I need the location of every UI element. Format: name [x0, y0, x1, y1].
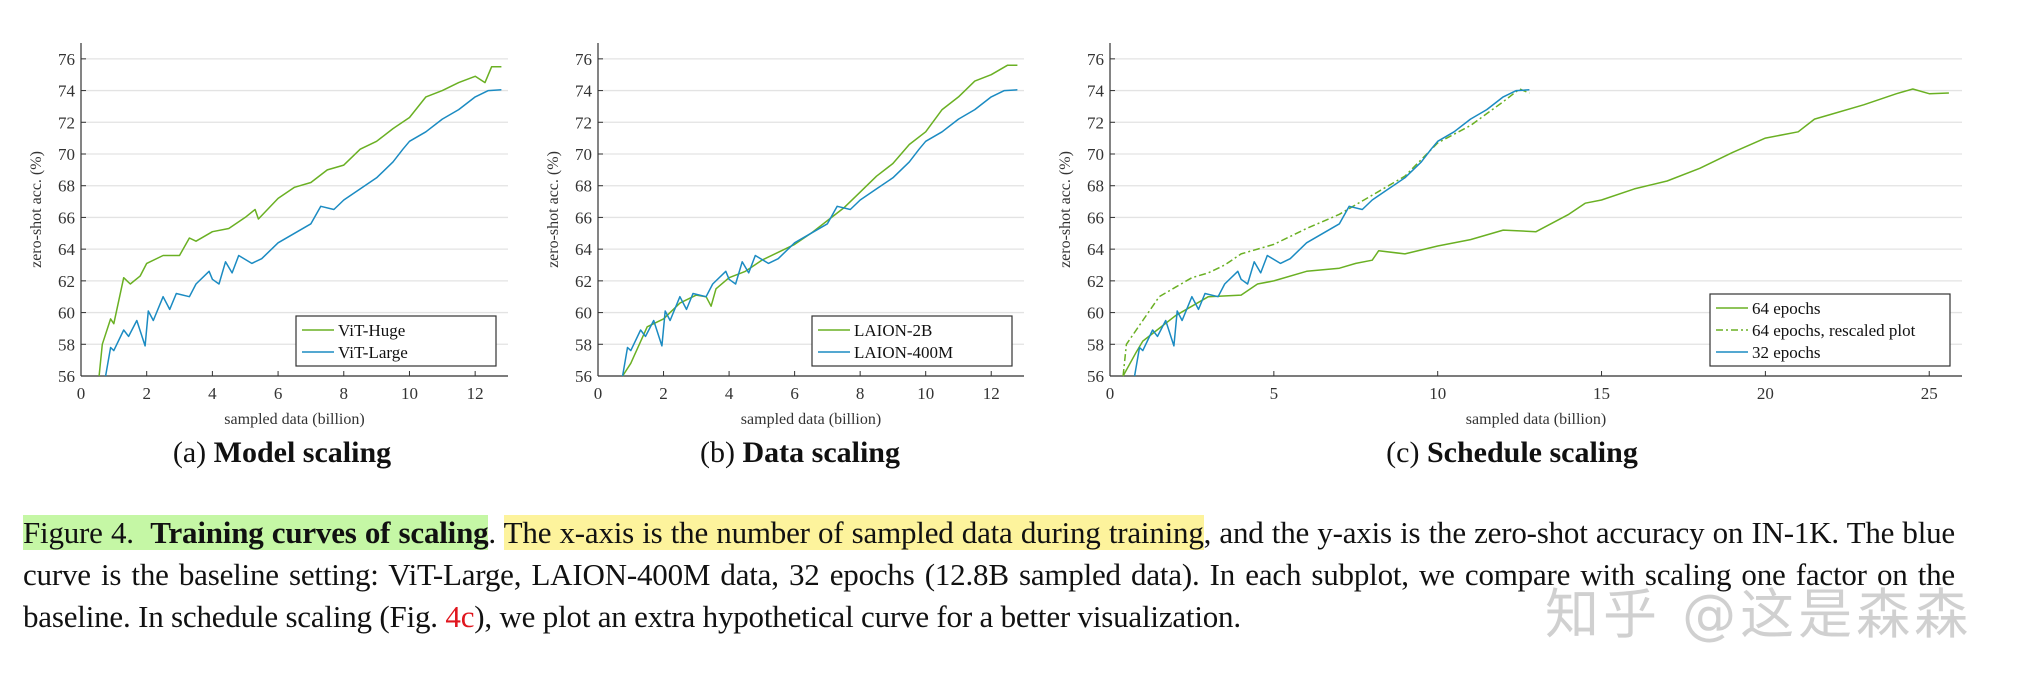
x-tick-label: 10: [917, 384, 934, 403]
y-tick-label: 64: [58, 240, 76, 259]
caption-highlight: The x-axis is the number of sampled data…: [503, 515, 1204, 550]
legend-label: 32 epochs: [1752, 343, 1820, 362]
y-tick-label: 72: [575, 113, 592, 132]
x-tick-label: 0: [77, 384, 86, 403]
x-tick-label: 10: [401, 384, 418, 403]
y-tick-label: 62: [1087, 272, 1104, 291]
x-tick-label: 8: [856, 384, 865, 403]
y-tick-label: 60: [1087, 304, 1104, 323]
x-tick-label: 0: [1106, 384, 1115, 403]
caption-title-highlight: Figure 4. Training curves of scaling: [23, 515, 489, 550]
series-line-64-epochs-rescaled-plot: [1122, 88, 1530, 377]
y-tick-label: 76: [58, 50, 75, 69]
y-tick-label: 60: [58, 304, 75, 323]
y-tick-label: 64: [575, 240, 593, 259]
figure-caption: Figure 4. Training curves of scaling. Th…: [23, 515, 1955, 634]
y-tick-label: 66: [58, 208, 75, 227]
x-tick-label: 15: [1593, 384, 1610, 403]
y-tick-label: 70: [58, 145, 75, 164]
x-tick-label: 10: [1429, 384, 1446, 403]
y-axis-label: zero-shot acc. (%): [1057, 151, 1074, 268]
y-tick-label: 58: [58, 335, 75, 354]
x-tick-label: 2: [142, 384, 151, 403]
y-tick-label: 66: [575, 208, 592, 227]
y-tick-label: 58: [1087, 335, 1104, 354]
y-tick-label: 58: [575, 335, 592, 354]
x-tick-label: 8: [340, 384, 349, 403]
y-tick-label: 74: [1087, 82, 1105, 101]
subcaption-a: (a) Model scaling: [172, 436, 392, 469]
legend-label: ViT-Large: [338, 343, 408, 362]
y-axis-label: zero-shot acc. (%): [28, 151, 45, 268]
y-axis-label: zero-shot acc. (%): [545, 151, 562, 268]
legend-box: [295, 315, 497, 367]
x-tick-label: 25: [1921, 384, 1938, 403]
series-line-laion-400m: [621, 89, 1018, 377]
y-tick-label: 70: [1087, 145, 1104, 164]
y-tick-label: 56: [1087, 367, 1104, 386]
legend-label: LAION-400M: [854, 343, 953, 362]
legend-box: [1709, 293, 1951, 367]
x-tick-label: 12: [467, 384, 484, 403]
subcaption-c: (c) Schedule scaling: [1386, 436, 1638, 469]
y-tick-label: 68: [1087, 177, 1104, 196]
figure-reference-link[interactable]: 4c: [445, 599, 475, 634]
series-line-32-epochs: [1133, 89, 1530, 377]
x-axis-label: sampled data (billion): [224, 411, 364, 428]
y-tick-label: 56: [58, 367, 75, 386]
legend-box: [811, 315, 1013, 367]
x-tick-label: 12: [983, 384, 1000, 403]
series-line-vit-huge: [98, 66, 502, 377]
legend-label: ViT-Huge: [338, 321, 405, 340]
x-axis-label: sampled data (billion): [1466, 411, 1606, 428]
y-tick-label: 74: [58, 82, 76, 101]
y-tick-label: 68: [575, 177, 592, 196]
y-tick-label: 72: [58, 113, 75, 132]
x-tick-label: 6: [274, 384, 283, 403]
y-tick-label: 72: [1087, 113, 1104, 132]
y-tick-label: 62: [575, 272, 592, 291]
y-tick-label: 76: [575, 50, 592, 69]
legend-label: LAION-2B: [854, 321, 932, 340]
x-tick-label: 2: [659, 384, 668, 403]
y-tick-label: 70: [575, 145, 592, 164]
y-tick-label: 76: [1087, 50, 1104, 69]
legend-label: 64 epochs, rescaled plot: [1752, 321, 1916, 340]
y-tick-label: 68: [58, 177, 75, 196]
y-tick-label: 64: [1087, 240, 1105, 259]
x-tick-label: 4: [208, 384, 217, 403]
y-tick-label: 56: [575, 367, 592, 386]
x-tick-label: 5: [1270, 384, 1279, 403]
chart-c: 56 58 60 62 64 66 68 70 72 74 76 0 5 10 15 20 25 sampled …: [1057, 43, 1962, 428]
x-tick-label: 6: [790, 384, 799, 403]
watermark: 知乎 @这是森森: [1545, 583, 1973, 646]
series-line-vit-large: [104, 89, 502, 377]
series-line-64-epochs: [1122, 88, 1949, 377]
x-axis-label: sampled data (billion): [741, 411, 881, 428]
subcaption-b: (b) Data scaling: [700, 436, 900, 469]
legend-label: 64 epochs: [1752, 299, 1820, 318]
x-tick-label: 4: [725, 384, 734, 403]
y-tick-label: 62: [58, 272, 75, 291]
y-tick-label: 74: [575, 82, 593, 101]
y-tick-label: 60: [575, 304, 592, 323]
y-tick-label: 66: [1087, 208, 1104, 227]
x-tick-label: 0: [594, 384, 603, 403]
x-tick-label: 20: [1757, 384, 1774, 403]
